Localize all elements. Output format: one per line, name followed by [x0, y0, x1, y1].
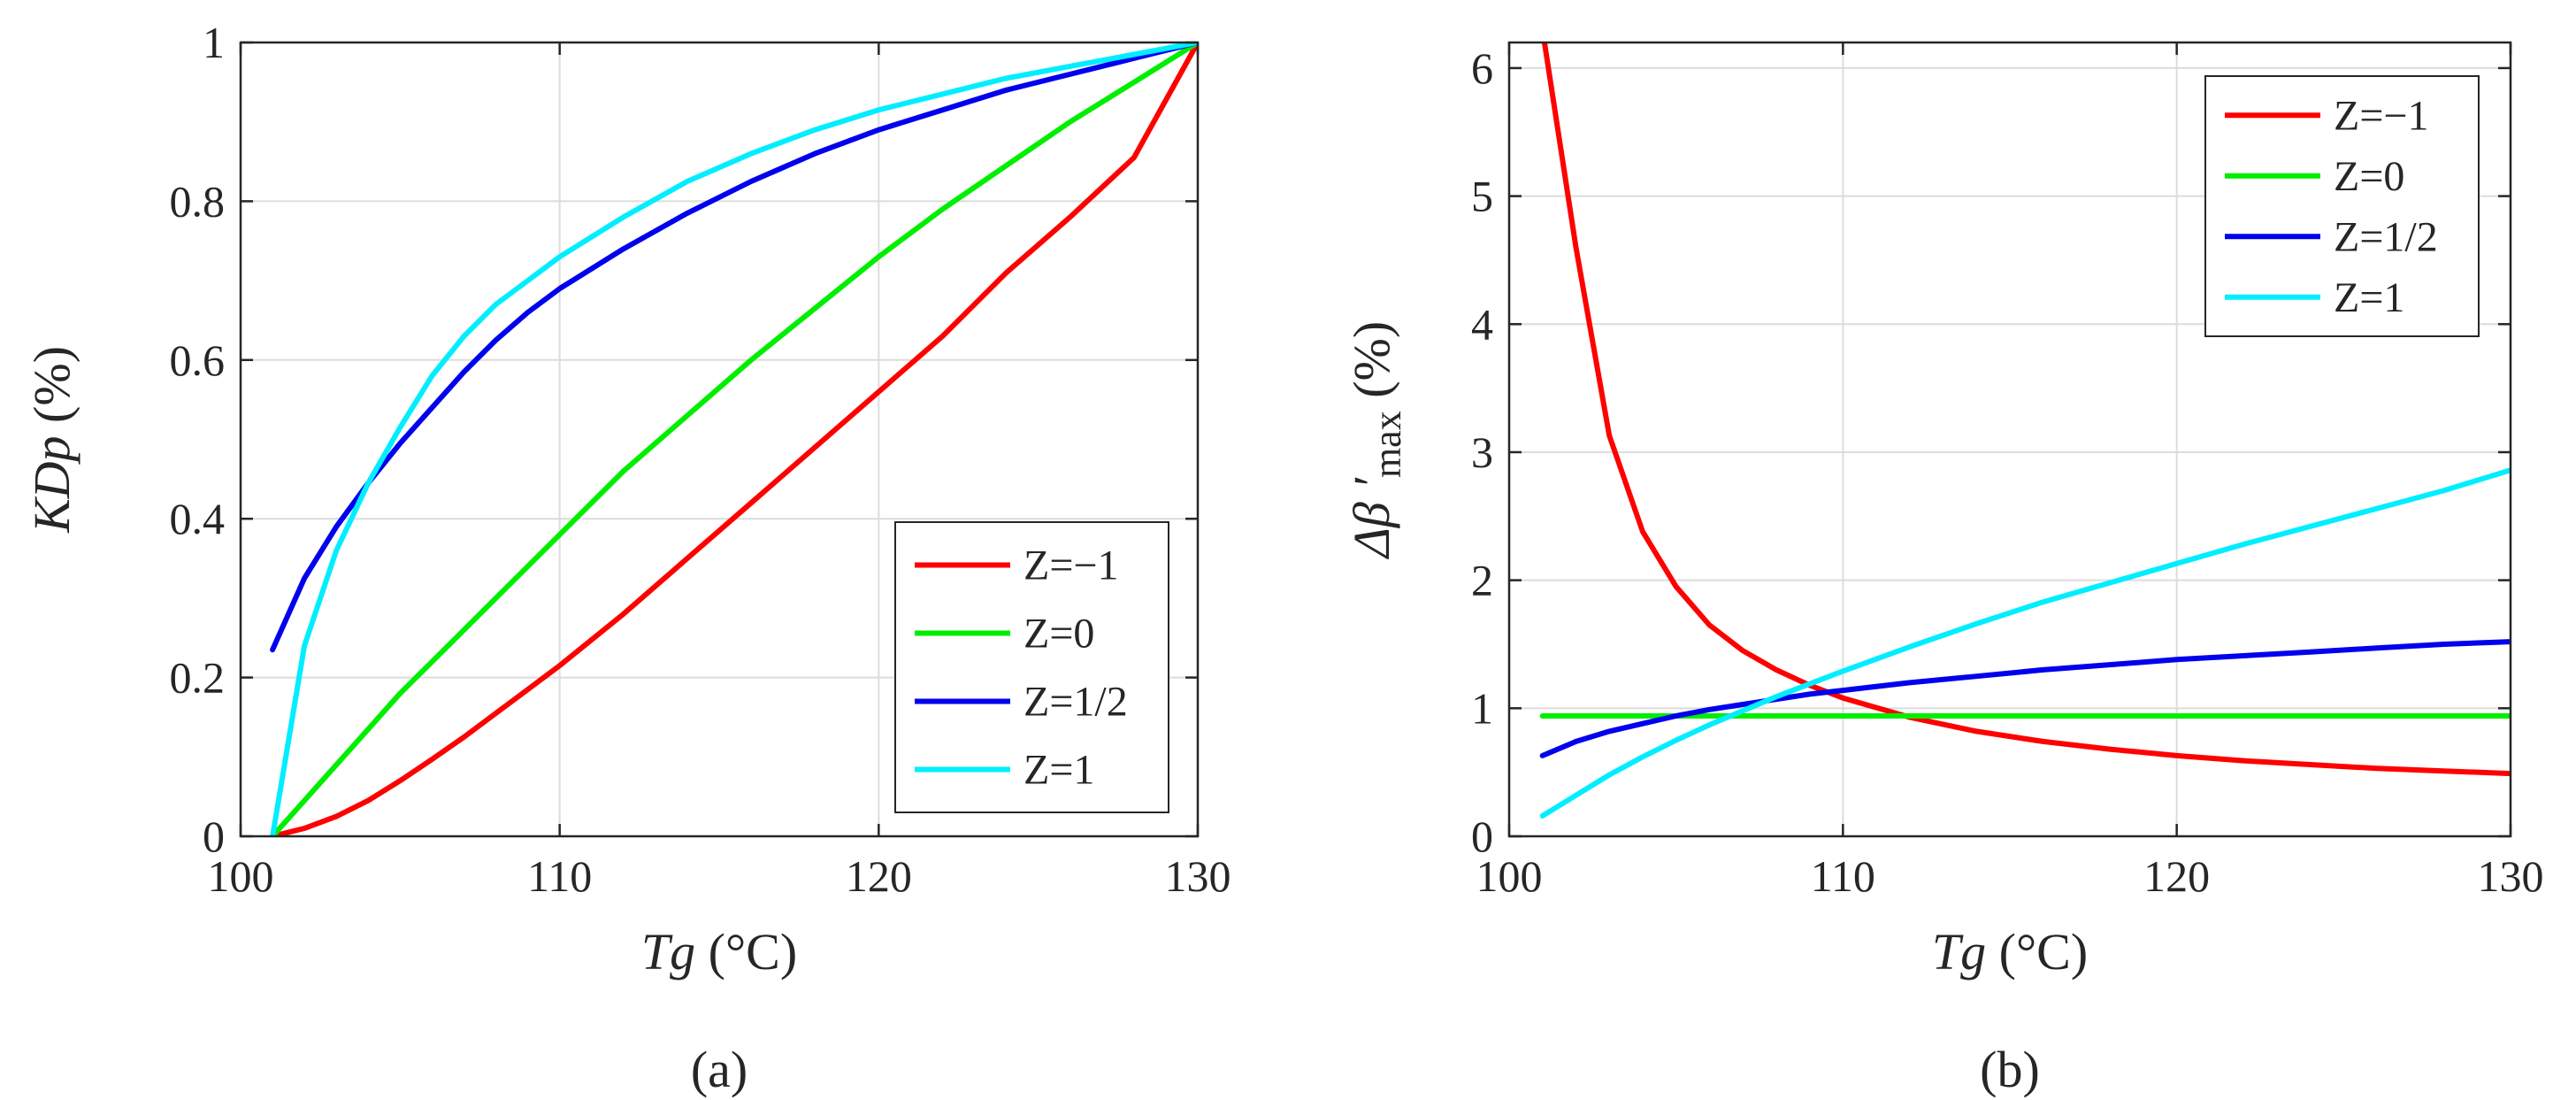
y-tick-label-a: 0.6 — [170, 335, 226, 385]
y-tick-label-a: 1 — [203, 18, 225, 67]
y-tick-label-b: 6 — [1471, 43, 1493, 93]
legend-box-a — [894, 521, 1169, 813]
legend-label-b-1: Z=0 — [2334, 153, 2404, 200]
x-axis-label-b: Tg (°C) — [1932, 923, 2088, 981]
y-tick-label-b: 5 — [1471, 172, 1493, 221]
series-line-a-0 — [270, 42, 1198, 836]
x-axis-label-a: Tg (°C) — [641, 923, 797, 981]
x-tick-label-a: 120 — [846, 851, 912, 901]
series-line-b-0 — [1541, 42, 2511, 777]
panel-caption-b: (b) — [1980, 1041, 2040, 1098]
axes-frame-b — [1507, 41, 2512, 838]
x-tick-label-b: 110 — [1811, 851, 1875, 901]
y-axis-label-a: KDp (%) — [23, 346, 80, 534]
legend-label-b-2: Z=1/2 — [2334, 213, 2438, 260]
x-tick-label-a: 130 — [1165, 851, 1231, 901]
legend-label-b-3: Z=1 — [2334, 274, 2404, 321]
y-tick-label-a: 0.8 — [170, 176, 226, 226]
plot-area-a — [270, 42, 1198, 836]
legend-label-a-1: Z=0 — [1024, 611, 1094, 658]
y-axis-label-b: Δβ ′max (%) — [1343, 321, 1409, 559]
y-tick-label-a: 0.4 — [170, 494, 226, 543]
y-tick-label-b: 2 — [1471, 556, 1493, 605]
x-tick-label-b: 130 — [2478, 851, 2544, 901]
legend-label-a-0: Z=−1 — [1024, 542, 1118, 589]
series-line-a-3 — [270, 42, 1198, 836]
series-line-b-2 — [1539, 639, 2511, 758]
y-tick-label-b: 4 — [1471, 299, 1493, 349]
axes-frame-a — [239, 41, 1200, 838]
series-line-a-1 — [270, 42, 1198, 836]
y-tick-label-b: 0 — [1471, 812, 1493, 861]
x-tick-label-b: 100 — [1476, 851, 1543, 901]
y-tick-label-b: 3 — [1471, 427, 1493, 477]
plot-area-b — [1539, 42, 2511, 819]
y-tick-label-a: 0.2 — [170, 653, 226, 703]
x-tick-label-a: 110 — [527, 851, 592, 901]
y-tick-label-a: 0 — [203, 812, 225, 861]
legend-box-b — [2204, 75, 2480, 337]
series-line-b-3 — [1539, 467, 2511, 819]
legend-label-a-3: Z=1 — [1024, 747, 1094, 794]
panel-caption-a: (a) — [691, 1041, 748, 1098]
legend-label-b-0: Z=−1 — [2334, 92, 2428, 139]
legend-label-a-2: Z=1/2 — [1024, 679, 1128, 726]
x-tick-label-a: 100 — [208, 851, 274, 901]
y-tick-label-b: 1 — [1471, 683, 1493, 733]
x-tick-label-b: 120 — [2143, 851, 2210, 901]
